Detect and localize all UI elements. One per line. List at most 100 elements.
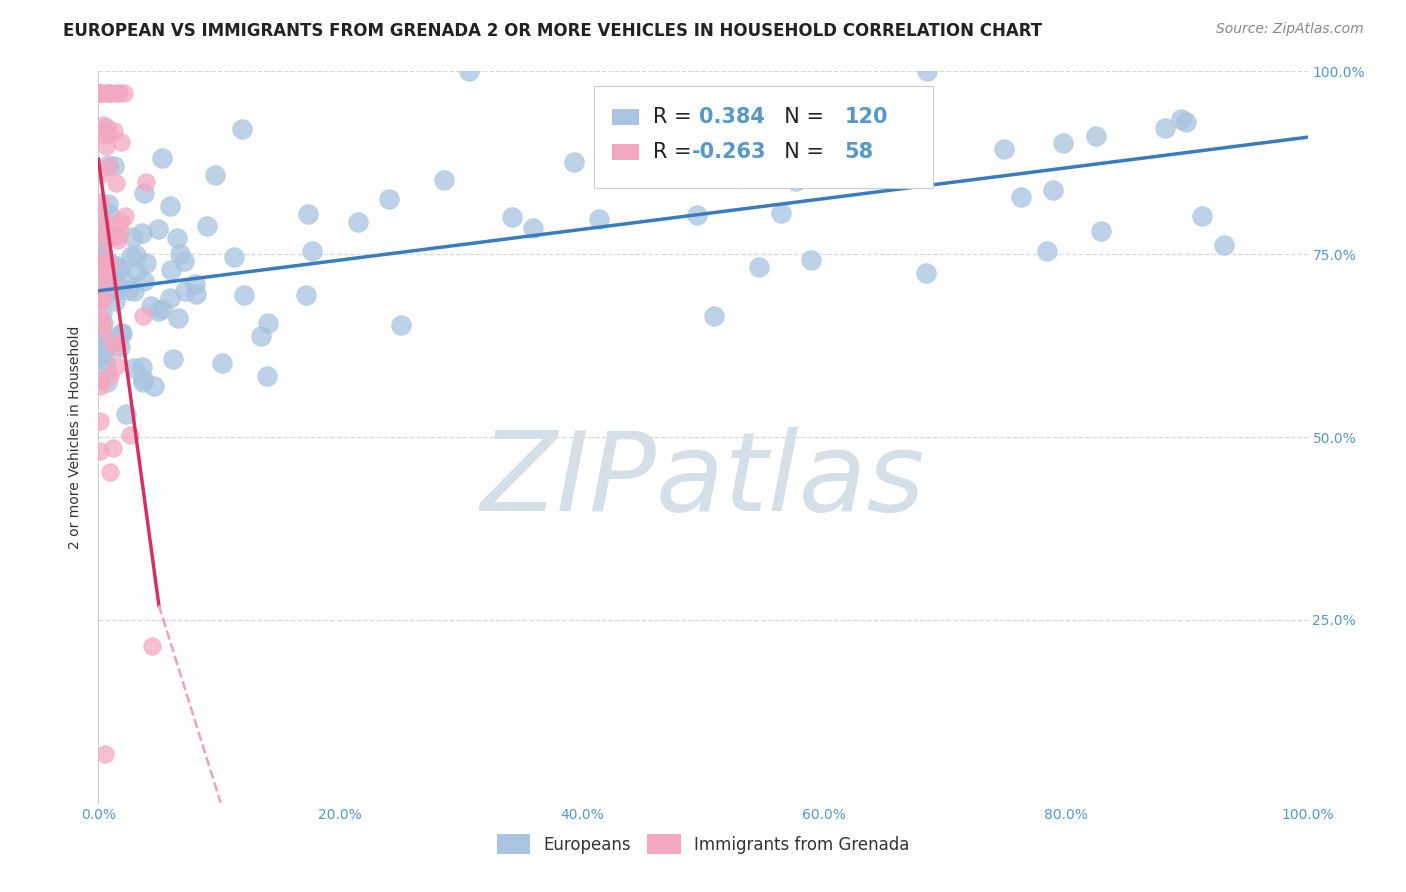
Point [97,158,120,172]
Text: 58: 58 [845,142,873,161]
Text: R =: R = [654,107,699,128]
Point [131,375,153,389]
Point [159,199,181,213]
Point [588,211,610,226]
Point [91,320,114,334]
Point [122,360,145,375]
Point [256,369,278,384]
Point [917,64,939,78]
Point [93,353,115,368]
Point [132,371,155,385]
Y-axis label: 2 or more Vehicles in Household: 2 or more Vehicles in Household [69,326,83,549]
Point [141,639,163,653]
Point [101,229,124,244]
Point [91,122,114,136]
Point [125,248,148,262]
Point [501,210,523,224]
Point [132,309,155,323]
Point [105,339,128,353]
Point [173,284,195,298]
Point [89,194,111,209]
Bar [613,144,638,160]
Point [117,283,139,297]
Point [167,311,190,326]
Point [378,192,401,206]
Point [101,334,124,349]
Point [104,275,127,289]
Point [93,316,115,330]
Point [97,196,120,211]
Point [94,747,117,761]
Point [110,327,132,342]
Point [91,333,114,347]
Point [231,122,253,136]
Point [120,427,142,442]
Point [1090,224,1112,238]
Point [105,281,128,295]
Point [134,274,156,288]
Point [108,328,131,343]
FancyBboxPatch shape [595,86,932,188]
Point [98,87,121,101]
Point [91,343,114,358]
Point [146,304,169,318]
Text: Source: ZipAtlas.com: Source: ZipAtlas.com [1216,22,1364,37]
Point [1052,136,1074,150]
Point [91,219,114,234]
Point [91,343,114,358]
Point [169,246,191,260]
Point [104,265,127,279]
Point [685,208,707,222]
Point [104,284,127,298]
Point [1170,112,1192,126]
Point [1085,129,1108,144]
Point [98,465,121,479]
Point [204,168,226,182]
Point [131,227,153,241]
Point [98,263,121,277]
Point [98,128,121,142]
Point [89,87,111,101]
Point [96,139,118,153]
Text: 0.384: 0.384 [699,107,765,128]
Point [105,87,128,101]
Point [211,356,233,370]
Point [301,244,323,258]
Point [96,87,118,101]
Point [97,271,120,285]
Point [800,253,823,268]
Text: -0.263: -0.263 [692,142,766,161]
Point [107,233,129,247]
Bar [613,110,638,126]
Point [124,285,146,299]
Point [143,379,166,393]
Point [91,306,114,320]
Point [184,287,207,301]
Point [131,359,153,374]
Point [114,209,136,223]
Point [110,135,132,149]
Point [89,414,111,428]
Point [89,308,111,322]
Point [112,87,135,101]
Point [108,87,131,101]
Text: N =: N = [770,142,831,161]
Point [562,155,585,169]
Point [1036,244,1059,259]
Point [915,266,938,280]
Point [93,128,115,142]
Point [912,150,935,164]
Point [183,277,205,292]
Point [94,87,117,101]
Point [103,159,125,173]
Point [93,336,115,351]
Point [389,318,412,332]
Point [89,276,111,290]
Point [89,293,111,307]
Point [150,301,173,316]
Point [115,276,138,290]
Point [110,214,132,228]
Point [139,299,162,313]
Point [91,228,114,243]
Point [108,340,131,354]
